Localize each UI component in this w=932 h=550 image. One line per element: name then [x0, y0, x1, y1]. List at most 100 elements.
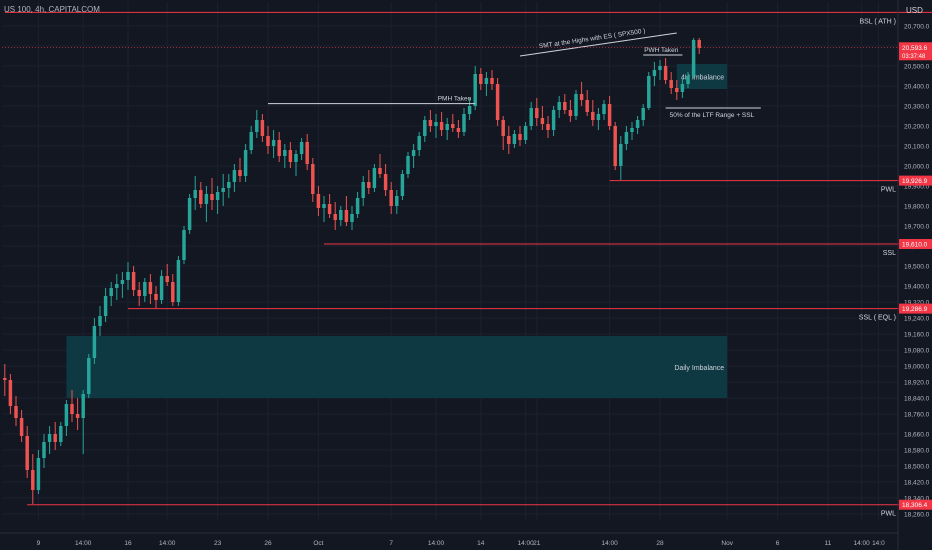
candle-body[interactable]: [283, 150, 287, 156]
candle-body[interactable]: [260, 120, 265, 136]
candle-body[interactable]: [691, 40, 696, 76]
candle-body[interactable]: [143, 282, 147, 296]
candle-body[interactable]: [53, 434, 57, 442]
candle-body[interactable]: [344, 210, 349, 222]
candle-body[interactable]: [210, 194, 214, 200]
candle-body[interactable]: [221, 188, 225, 192]
candle-body[interactable]: [361, 182, 365, 198]
candle-body[interactable]: [75, 414, 80, 418]
candle-body[interactable]: [563, 102, 567, 110]
candle-body[interactable]: [249, 132, 253, 150]
candle-body[interactable]: [81, 394, 85, 418]
candle-body[interactable]: [215, 192, 220, 200]
candle-body[interactable]: [98, 316, 102, 326]
candle-body[interactable]: [182, 230, 186, 260]
candle-body[interactable]: [232, 170, 237, 182]
candle-body[interactable]: [305, 142, 309, 164]
candle-body[interactable]: [355, 198, 360, 214]
smt-trendline[interactable]: [519, 32, 677, 57]
candle-body[interactable]: [389, 190, 393, 206]
candle-body[interactable]: [14, 406, 18, 418]
candle-body[interactable]: [378, 168, 382, 174]
candle-body[interactable]: [551, 110, 556, 130]
candle-body[interactable]: [417, 136, 421, 150]
candle-body[interactable]: [367, 182, 371, 188]
candle-body[interactable]: [299, 142, 304, 154]
candle-body[interactable]: [574, 94, 578, 116]
candle-body[interactable]: [411, 150, 416, 156]
candle-body[interactable]: [3, 378, 7, 380]
candle-body[interactable]: [255, 120, 259, 132]
candle-body[interactable]: [131, 272, 136, 290]
candle-body[interactable]: [697, 40, 701, 48]
candle-body[interactable]: [193, 190, 197, 198]
candle-body[interactable]: [624, 132, 629, 144]
candle-body[interactable]: [641, 108, 645, 120]
candle-body[interactable]: [686, 76, 690, 84]
candle-body[interactable]: [154, 294, 158, 300]
candle-body[interactable]: [406, 156, 410, 174]
candle-body[interactable]: [423, 120, 427, 136]
candle-body[interactable]: [339, 210, 343, 220]
candle-body[interactable]: [495, 84, 500, 120]
candle-body[interactable]: [619, 144, 623, 166]
candle-body[interactable]: [613, 126, 617, 166]
candle-body[interactable]: [204, 194, 209, 204]
candle-body[interactable]: [103, 296, 108, 316]
candle-body[interactable]: [316, 194, 321, 208]
candle-body[interactable]: [602, 104, 606, 114]
candle-body[interactable]: [171, 282, 175, 302]
candle-body[interactable]: [479, 74, 483, 84]
candle-body[interactable]: [47, 434, 52, 442]
imbalance-zone[interactable]: [66, 336, 728, 398]
candle-body[interactable]: [176, 260, 181, 302]
candle-body[interactable]: [327, 204, 332, 214]
candle-body[interactable]: [451, 124, 455, 128]
candle-body[interactable]: [271, 140, 276, 146]
candle-body[interactable]: [383, 174, 388, 190]
candle-body[interactable]: [484, 78, 489, 84]
time-axis[interactable]: 9 14:00 16 14:00 23 26 Oct 7 14:00 14 14:00 21 14:00…: [0, 532, 898, 547]
candle-body[interactable]: [445, 124, 449, 130]
candle-body[interactable]: [473, 74, 477, 106]
candle-body[interactable]: [333, 214, 337, 220]
candle-body[interactable]: [439, 122, 444, 130]
candle-body[interactable]: [294, 154, 298, 162]
candle-body[interactable]: [126, 272, 130, 280]
candle-body[interactable]: [199, 190, 203, 204]
candle-body[interactable]: [87, 358, 91, 394]
candle-body[interactable]: [675, 88, 679, 92]
candle-body[interactable]: [490, 78, 494, 84]
candle-body[interactable]: [42, 442, 46, 458]
candle-body[interactable]: [434, 122, 438, 126]
candle-body[interactable]: [456, 128, 461, 132]
candle-body[interactable]: [535, 108, 539, 118]
candle-body[interactable]: [501, 120, 505, 136]
candle-body[interactable]: [19, 418, 24, 436]
candle-body[interactable]: [462, 114, 466, 132]
candle-body[interactable]: [607, 104, 612, 126]
candle-body[interactable]: [585, 100, 589, 112]
candle-body[interactable]: [663, 66, 668, 80]
candle-body[interactable]: [596, 114, 601, 120]
candle-body[interactable]: [557, 102, 561, 110]
candle-body[interactable]: [523, 126, 528, 140]
candle-body[interactable]: [579, 94, 584, 100]
candle-body[interactable]: [31, 470, 35, 490]
candle-body[interactable]: [92, 326, 97, 358]
candle-body[interactable]: [159, 276, 164, 300]
candle-body[interactable]: [322, 204, 326, 208]
candle-body[interactable]: [568, 110, 573, 116]
candle-body[interactable]: [647, 76, 651, 108]
candle-body[interactable]: [137, 290, 141, 296]
candle-body[interactable]: [372, 168, 377, 188]
candle-body[interactable]: [680, 84, 685, 92]
candle-body[interactable]: [395, 196, 399, 206]
candle-body[interactable]: [165, 276, 169, 282]
candle-body[interactable]: [546, 124, 550, 130]
candle-body[interactable]: [652, 70, 657, 76]
candle-body[interactable]: [266, 136, 270, 146]
candle-body[interactable]: [109, 288, 113, 296]
